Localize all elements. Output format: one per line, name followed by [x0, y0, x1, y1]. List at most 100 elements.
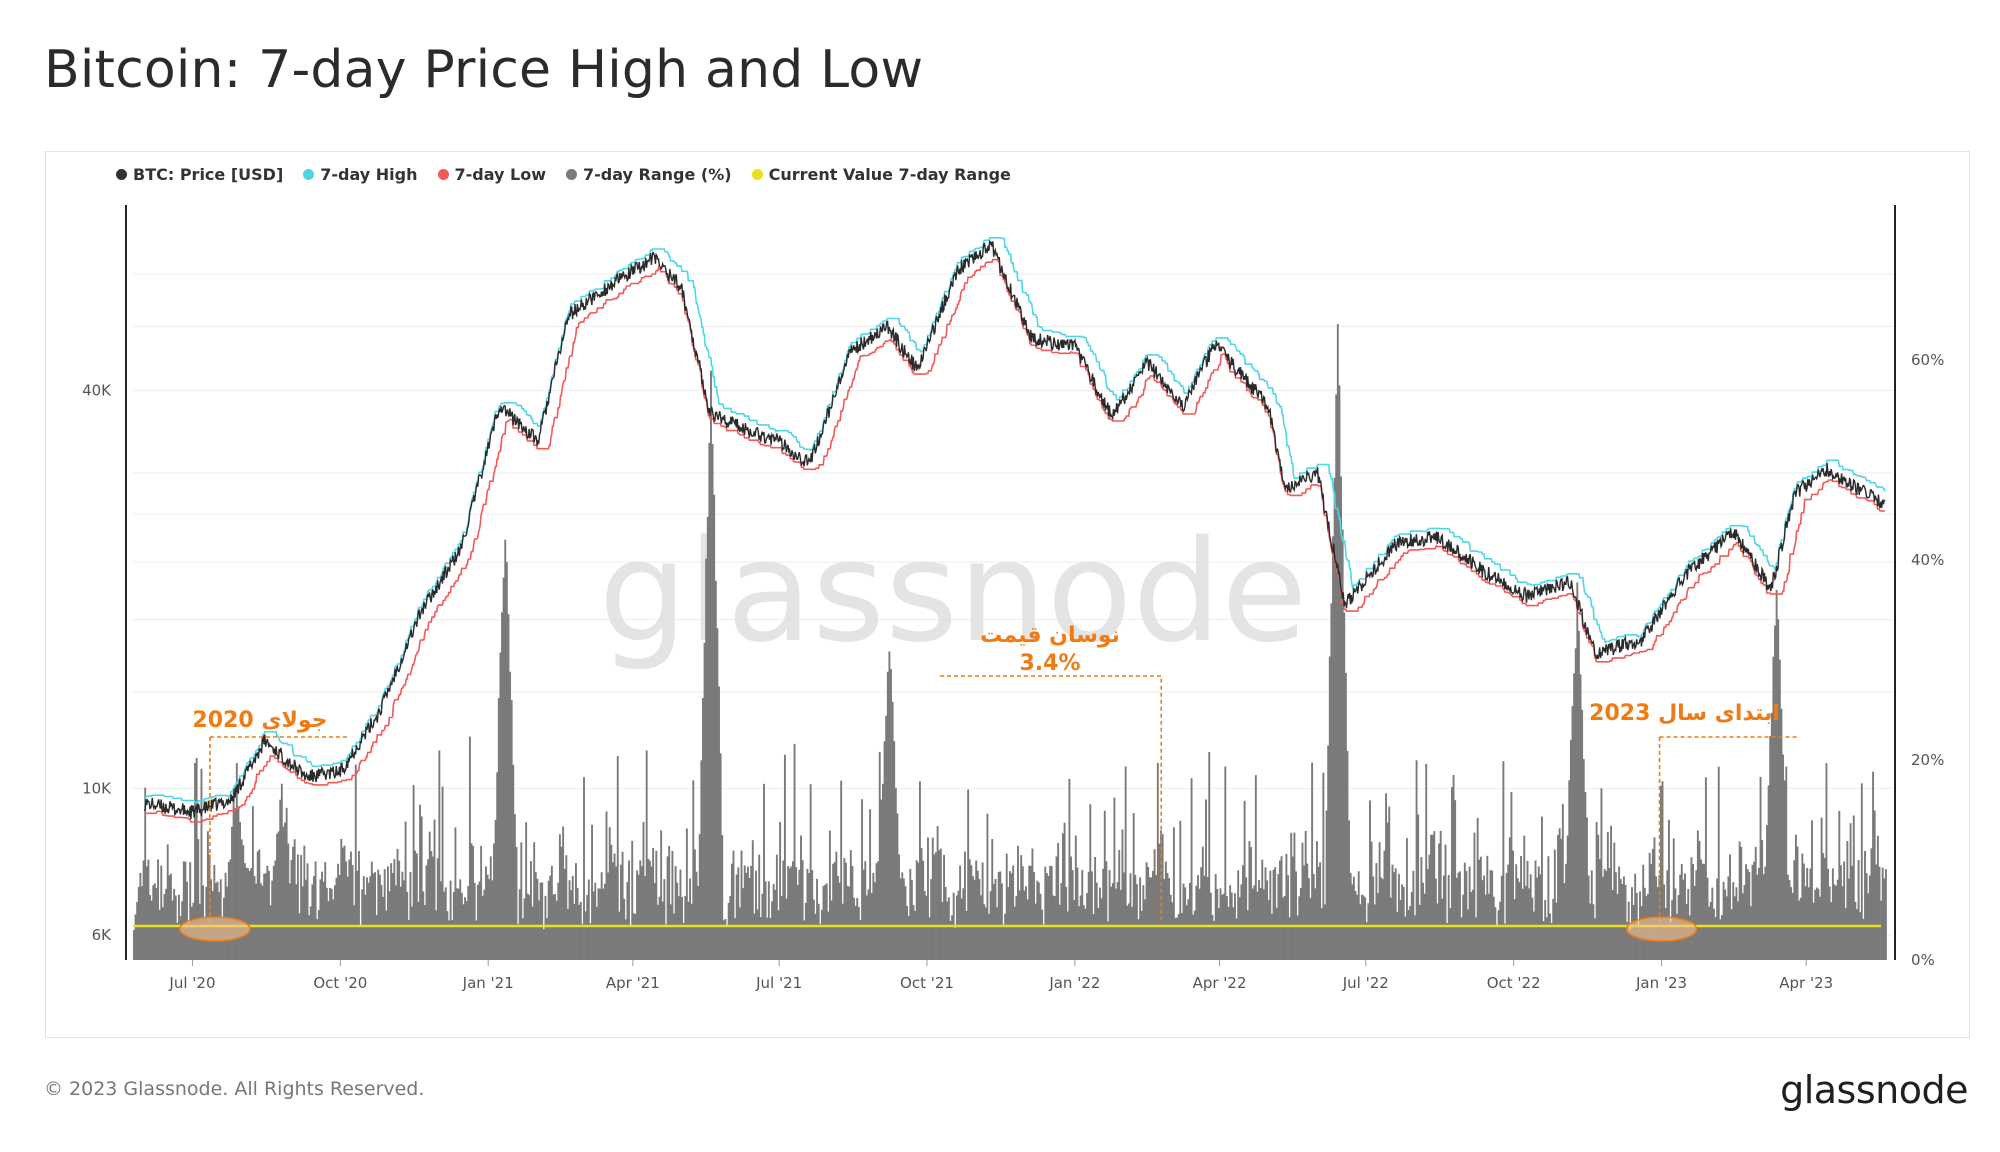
range-bar: [939, 848, 942, 960]
range-bar: [1508, 837, 1511, 960]
range-bar: [349, 851, 352, 960]
range-bar: [1831, 868, 1834, 960]
glassnode-logo[interactable]: glassnode: [1780, 1068, 1968, 1112]
range-bar: [1520, 855, 1523, 960]
range-bar: [279, 799, 282, 960]
range-bar: [814, 913, 817, 960]
range-bar: [677, 896, 680, 960]
range-bar: [1031, 848, 1034, 960]
range-bar: [1158, 843, 1161, 960]
range-bar: [1113, 797, 1116, 960]
range-bar: [1515, 864, 1518, 960]
y-right-tick-label: 20%: [1911, 751, 1944, 769]
range-bar: [1330, 603, 1333, 960]
range-bar: [1394, 868, 1397, 960]
range-bar: [1160, 830, 1162, 960]
legend-item-high[interactable]: 7-day High: [303, 165, 418, 184]
range-bar: [1073, 899, 1076, 960]
range-bar: [444, 887, 447, 960]
range-bar: [1333, 477, 1336, 960]
range-bar: [1579, 674, 1582, 960]
range-bar: [337, 863, 340, 960]
range-bar: [1013, 906, 1016, 960]
range-bar: [1227, 906, 1230, 960]
range-bar: [1280, 856, 1283, 960]
range-bar: [501, 612, 503, 960]
annotation-swing-value: 3.4%: [1019, 651, 1080, 676]
range-bar: [1156, 762, 1159, 960]
range-bar: [1602, 876, 1604, 960]
range-bar: [1307, 878, 1310, 960]
range-bar: [959, 865, 962, 960]
range-bar: [435, 910, 438, 960]
legend-item-price[interactable]: BTC: Price [USD]: [116, 165, 283, 184]
x-tick-label: Jul '21: [755, 974, 802, 992]
x-tick-label: Apr '23: [1779, 974, 1833, 992]
range-bar: [1748, 871, 1751, 960]
range-bar: [843, 858, 846, 960]
range-bar: [644, 876, 647, 960]
range-bar: [1026, 899, 1029, 960]
x-tick-label: Jan '21: [462, 974, 514, 992]
range-bar: [1489, 870, 1492, 960]
range-bar: [1346, 751, 1349, 960]
range-bar: [1761, 840, 1764, 960]
legend-item-low[interactable]: 7-day Low: [437, 165, 546, 184]
range-bar: [864, 861, 867, 960]
range-bar: [1304, 830, 1307, 960]
range-bar: [1688, 915, 1691, 960]
range-bar: [1076, 867, 1079, 960]
range-bar: [1553, 849, 1556, 960]
range-bar: [719, 753, 722, 960]
range-bar: [258, 849, 261, 960]
range-bar: [153, 883, 156, 960]
range-bar: [652, 847, 655, 960]
range-bar: [610, 844, 613, 960]
range-bar: [851, 865, 854, 960]
range-bar: [703, 642, 706, 960]
range-bar: [271, 880, 274, 960]
range-bar: [1868, 875, 1871, 960]
range-bar: [936, 826, 939, 960]
range-bar: [1733, 896, 1736, 960]
range-bar: [1089, 804, 1092, 960]
range-bar: [594, 882, 597, 960]
range-bar: [832, 863, 835, 960]
range-bar: [1319, 862, 1322, 960]
range-bar: [830, 900, 833, 960]
range-bar: [308, 915, 311, 960]
range-bar: [1087, 871, 1090, 960]
range-bar: [1847, 878, 1850, 960]
range-bar: [1145, 862, 1148, 960]
range-bar: [475, 920, 478, 960]
range-bar: [1650, 863, 1653, 960]
range-bar: [1565, 863, 1568, 960]
range-bar: [658, 896, 661, 960]
range-bar: [385, 910, 388, 960]
range-bar: [954, 927, 957, 960]
range-bar: [898, 854, 900, 960]
x-tick-label: Apr '22: [1193, 974, 1247, 992]
range-bar: [361, 889, 364, 960]
range-bar: [169, 873, 172, 960]
range-bar: [1258, 880, 1261, 960]
range-bar: [1033, 872, 1035, 960]
range-bar: [910, 880, 913, 960]
range-bar: [1454, 800, 1457, 960]
range-bar: [264, 873, 267, 960]
range-bar: [1475, 917, 1478, 960]
range-bar: [605, 811, 608, 960]
range-bar: [586, 895, 589, 960]
legend-item-current[interactable]: Current Value 7-day Range: [751, 165, 1011, 184]
range-bar: [734, 918, 737, 960]
range-bar: [1142, 885, 1145, 960]
range-bar: [930, 879, 933, 960]
legend-item-range[interactable]: 7-day Range (%): [566, 165, 732, 184]
range-bar: [1071, 870, 1074, 960]
range-bar: [785, 898, 788, 960]
range-bar: [965, 910, 968, 960]
range-bar: [1820, 817, 1823, 960]
range-bar: [182, 861, 185, 960]
range-bar: [1336, 324, 1339, 961]
range-bar: [150, 900, 153, 960]
